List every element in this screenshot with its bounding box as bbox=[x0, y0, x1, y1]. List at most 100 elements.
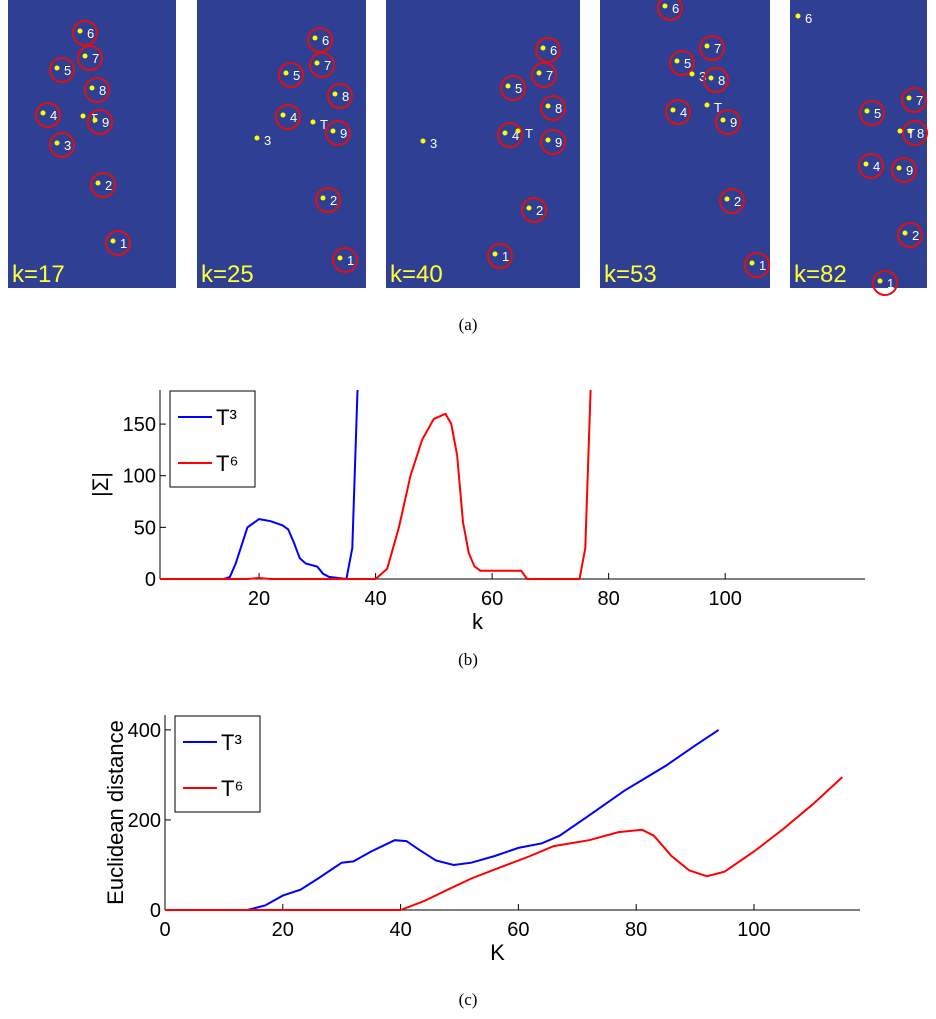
caption: (a) bbox=[459, 315, 478, 334]
x-tick-label: 20 bbox=[248, 588, 270, 610]
joint-dot bbox=[526, 205, 532, 211]
joint-label: 2 bbox=[330, 193, 337, 208]
x-tick-label: 20 bbox=[272, 919, 294, 941]
joint-circle bbox=[84, 77, 110, 103]
joint-label: 7 bbox=[324, 58, 331, 73]
joint-circle bbox=[540, 95, 566, 121]
joint-dot bbox=[689, 71, 695, 77]
joint-label: 4 bbox=[50, 108, 57, 123]
frame: 6 7 5 8 4 T9 3 2 1 k=25 bbox=[197, 0, 366, 288]
frame-label: k=40 bbox=[390, 261, 443, 288]
joint-dot bbox=[877, 278, 883, 284]
joint-dot bbox=[77, 28, 83, 34]
y-tick-label: 50 bbox=[134, 517, 156, 539]
joint-dot bbox=[662, 3, 668, 9]
frame-image bbox=[600, 0, 770, 288]
joint-label: 4 bbox=[512, 128, 519, 143]
joint-label: 9 bbox=[730, 115, 737, 130]
joint-dot bbox=[89, 85, 95, 91]
joint-dot bbox=[330, 128, 336, 134]
joint-label: 5 bbox=[515, 81, 522, 96]
frame-image bbox=[790, 0, 927, 288]
joint-dot bbox=[720, 117, 726, 123]
y-axis-label: |Σ| bbox=[88, 472, 113, 497]
joint-dot bbox=[54, 65, 60, 71]
frame-image bbox=[386, 0, 580, 288]
joint-dot bbox=[704, 43, 710, 49]
joint-label: T bbox=[714, 100, 722, 115]
frame-label: k=17 bbox=[12, 261, 65, 288]
x-tick-label: 0 bbox=[159, 919, 170, 941]
x-tick-label: 60 bbox=[481, 588, 503, 610]
joint-label: 7 bbox=[546, 68, 553, 83]
joint-label: 2 bbox=[536, 203, 543, 218]
joint-circle bbox=[500, 75, 526, 101]
joint-label: 7 bbox=[714, 41, 721, 56]
x-axis-label: k bbox=[472, 609, 484, 634]
joint-label: T bbox=[907, 126, 915, 141]
joint-circle bbox=[531, 62, 557, 88]
joint-dot bbox=[863, 161, 869, 167]
joint-dot bbox=[95, 180, 101, 186]
joint-circle bbox=[719, 188, 745, 214]
frame-label: k=53 bbox=[604, 261, 657, 288]
frame: 6 7 53 8 4 T9 2 1 k=53 bbox=[600, 0, 770, 288]
joint-dot bbox=[897, 128, 903, 134]
joint-label: 5 bbox=[874, 106, 881, 121]
joint-dot bbox=[545, 103, 551, 109]
joint-label: T bbox=[320, 117, 328, 132]
joint-label: 3 bbox=[699, 69, 706, 84]
joint-label: 4 bbox=[680, 105, 687, 120]
frame: 6 7 5 8 4 T 9 3 2 1 k=40 bbox=[386, 0, 580, 288]
x-tick-label: 40 bbox=[364, 588, 386, 610]
joint-circle bbox=[858, 153, 884, 179]
x-tick-label: 40 bbox=[389, 919, 411, 941]
x-tick-label: 80 bbox=[598, 588, 620, 610]
legend-box bbox=[169, 390, 256, 488]
joint-dot bbox=[902, 230, 908, 236]
joint-label: 8 bbox=[342, 89, 349, 104]
joint-label: 6 bbox=[805, 11, 812, 26]
joint-circle bbox=[665, 99, 691, 125]
series-line bbox=[160, 390, 592, 580]
joint-dot bbox=[545, 137, 551, 143]
joint-dot bbox=[896, 165, 902, 171]
joint-dot bbox=[80, 113, 86, 119]
joint-label: 4 bbox=[290, 110, 297, 125]
joint-label: 8 bbox=[555, 101, 562, 116]
joint-dot bbox=[280, 112, 286, 118]
joint-label: 2 bbox=[912, 228, 919, 243]
joint-dot bbox=[907, 128, 913, 134]
joint-circle bbox=[715, 109, 741, 135]
x-tick-label: 60 bbox=[507, 919, 529, 941]
legend-label: T⁶ bbox=[216, 451, 239, 476]
joint-label: 1 bbox=[887, 276, 894, 291]
joint-label: 9 bbox=[102, 115, 109, 130]
series-line bbox=[165, 729, 720, 911]
joint-label: 2 bbox=[105, 178, 112, 193]
frame-image bbox=[8, 0, 176, 288]
joint-circle bbox=[105, 230, 131, 256]
joint-circle bbox=[275, 104, 301, 130]
joint-dot bbox=[337, 255, 343, 261]
joint-label: 5 bbox=[64, 63, 71, 78]
frame-label: k=25 bbox=[201, 261, 254, 288]
joint-dot bbox=[515, 128, 521, 134]
joint-dot bbox=[540, 45, 546, 51]
legend-label: T⁶ bbox=[221, 776, 244, 801]
joint-circle bbox=[49, 57, 75, 83]
x-axis-label: K bbox=[490, 940, 505, 965]
joint-circle bbox=[540, 129, 566, 155]
joint-label: 3 bbox=[64, 138, 71, 153]
joint-dot bbox=[314, 60, 320, 66]
series-line bbox=[160, 390, 359, 580]
joint-dot bbox=[40, 110, 46, 116]
joint-dot bbox=[312, 35, 318, 41]
y-tick-label: 0 bbox=[150, 900, 161, 922]
joint-circle bbox=[744, 252, 770, 278]
joint-label: 8 bbox=[99, 83, 106, 98]
joint-circle bbox=[315, 187, 341, 213]
joint-dot bbox=[332, 91, 338, 97]
